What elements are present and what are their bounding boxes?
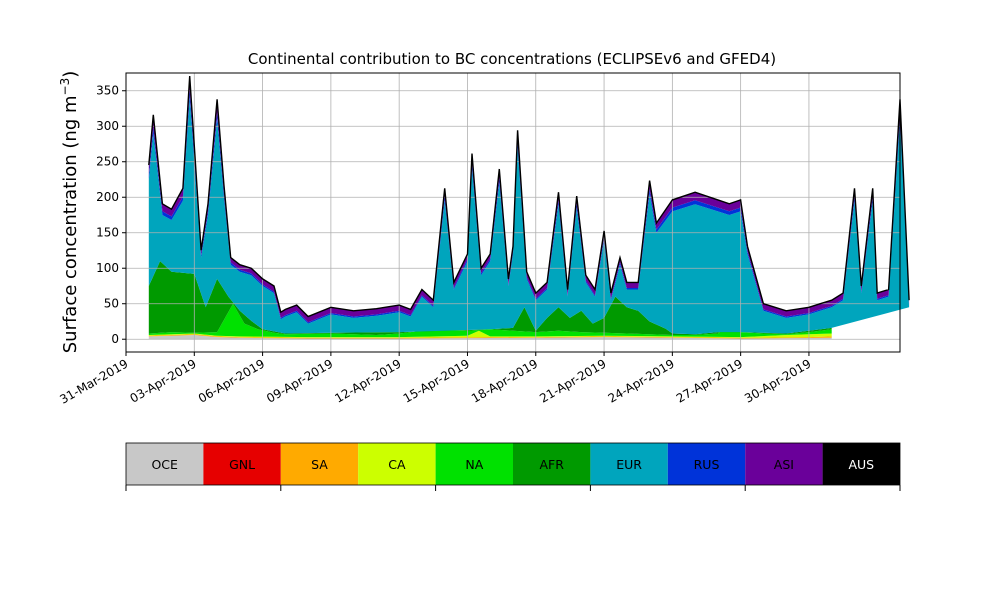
x-tick-label: 06-Apr-2019 — [196, 356, 267, 405]
legend-label-aus: AUS — [848, 457, 874, 472]
x-tick-label: 09-Apr-2019 — [264, 356, 335, 405]
x-tick-label: 03-Apr-2019 — [128, 356, 199, 405]
legend-label-eur: EUR — [616, 457, 642, 472]
y-tick-label: 350 — [96, 84, 119, 98]
legend-label-na: NA — [465, 457, 483, 472]
legend-swatch-sa — [280, 443, 359, 485]
legend-label-rus: RUS — [694, 457, 720, 472]
x-tick-label: 30-Apr-2019 — [742, 356, 813, 405]
legend-swatch-rus — [667, 443, 746, 485]
legend-label-gnl: GNL — [229, 457, 255, 472]
legend-swatch-ca — [358, 443, 436, 485]
y-tick-label: 50 — [104, 297, 119, 311]
legend-swatch-gnl — [203, 443, 281, 485]
x-tick-label: 27-Apr-2019 — [674, 356, 745, 405]
x-tick-label: 12-Apr-2019 — [332, 356, 403, 405]
total-line — [148, 76, 910, 318]
legend-colorbar: OCE GNL SA CA NA AFR EUR RUS ASI AUS — [125, 442, 901, 491]
legend-label-asi: ASI — [774, 457, 794, 472]
area-sa — [148, 334, 832, 339]
x-tick-label: 21-Apr-2019 — [537, 356, 608, 405]
y-tick-label: 150 — [96, 226, 119, 240]
area-ca — [148, 330, 832, 338]
legend-swatch-na — [435, 443, 513, 485]
y-tick-label: 100 — [96, 261, 119, 275]
legend-label-ca: CA — [388, 457, 406, 472]
legend-label-afr: AFR — [539, 457, 564, 472]
legend-swatch-oce — [126, 443, 204, 485]
legend-swatch-asi — [745, 443, 823, 485]
area-oce — [148, 335, 832, 340]
y-tick-label: 300 — [96, 119, 119, 133]
y-tick-label: 250 — [96, 155, 119, 169]
legend-frame — [125, 442, 901, 486]
area-eur — [148, 97, 910, 335]
x-tick-label: 31-Mar-2019 — [57, 356, 130, 406]
legend-swatch-afr — [513, 443, 591, 485]
y-axis-label: Surface concentration (ng m−3) — [58, 71, 81, 354]
y-tick-label: 200 — [96, 190, 119, 204]
plot-frame — [125, 72, 901, 353]
legend-swatch-aus — [822, 443, 900, 485]
area-afr — [148, 261, 832, 335]
x-tick-label: 24-Apr-2019 — [606, 356, 677, 405]
x-tick-label: 15-Apr-2019 — [401, 356, 472, 405]
chart-title: Continental contribution to BC concentra… — [248, 50, 776, 68]
legend-swatch-eur — [590, 443, 668, 485]
legend-label-sa: SA — [311, 457, 328, 472]
legend-label-oce: OCE — [151, 457, 178, 472]
area-na — [148, 303, 832, 338]
y-tick-label: 0 — [111, 332, 119, 346]
x-tick-label: 18-Apr-2019 — [469, 356, 540, 405]
x-axis: 31-Mar-201903-Apr-201906-Apr-201909-Apr-… — [57, 352, 813, 407]
stacked-area-layers — [148, 76, 910, 340]
y-axis: 0 50 100 150 200 250 300 350 — [96, 84, 126, 346]
